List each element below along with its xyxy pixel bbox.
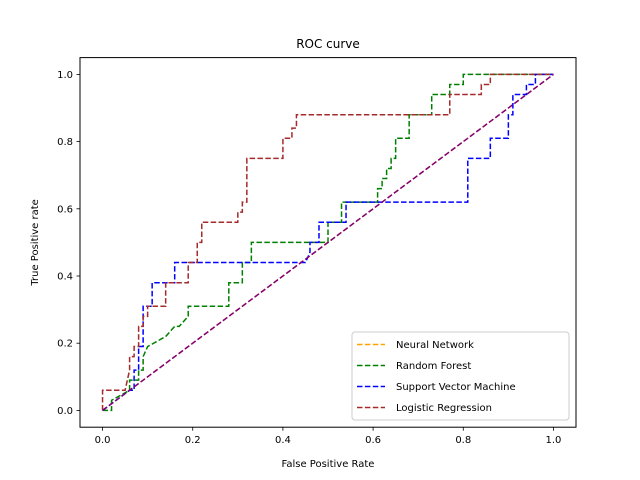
series-layer — [101, 73, 554, 412]
series-line-support-vector-machine — [102, 73, 554, 412]
x-tick-label: 0.2 — [185, 435, 201, 446]
y-tick-label: 0.4 — [57, 272, 73, 283]
y-tick-label: 0.6 — [57, 204, 73, 215]
y-tick-label: 1.0 — [57, 70, 73, 81]
chart-title: ROC curve — [296, 37, 360, 51]
y-tick-label: 0.2 — [57, 339, 73, 350]
legend: Neural Network Random Forest Support Vecto… — [351, 331, 570, 421]
x-tick-label: 0.4 — [275, 435, 291, 446]
legend-entry: Support Vector Machine — [396, 382, 516, 393]
x-tick-label: 0.0 — [95, 435, 111, 446]
legend-entry: Logistic Regression — [396, 403, 492, 414]
series-line-random-forest — [102, 73, 554, 412]
y-tick-label: 0.0 — [57, 406, 73, 417]
x-tick-label: 0.8 — [455, 435, 471, 446]
legend-entry: Random Forest — [396, 361, 471, 372]
legend-entry: Neural Network — [396, 340, 474, 351]
y-axis: 0.0 0.2 0.4 0.6 0.8 1.0 — [57, 70, 80, 417]
x-axis: 0.0 0.2 0.4 0.6 0.8 1.0 — [95, 427, 562, 446]
diagonal-reference-line — [102, 73, 554, 412]
y-axis-label: True Positive rate — [30, 199, 41, 286]
x-axis-label: False Positive Rate — [282, 459, 375, 470]
x-tick-label: 0.6 — [365, 435, 381, 446]
series-line-logistic-regression — [101, 73, 554, 411]
y-tick-label: 0.8 — [57, 137, 73, 148]
plot-frame — [79, 57, 577, 428]
x-tick-label: 1.0 — [546, 435, 562, 446]
legend-frame — [351, 331, 570, 421]
